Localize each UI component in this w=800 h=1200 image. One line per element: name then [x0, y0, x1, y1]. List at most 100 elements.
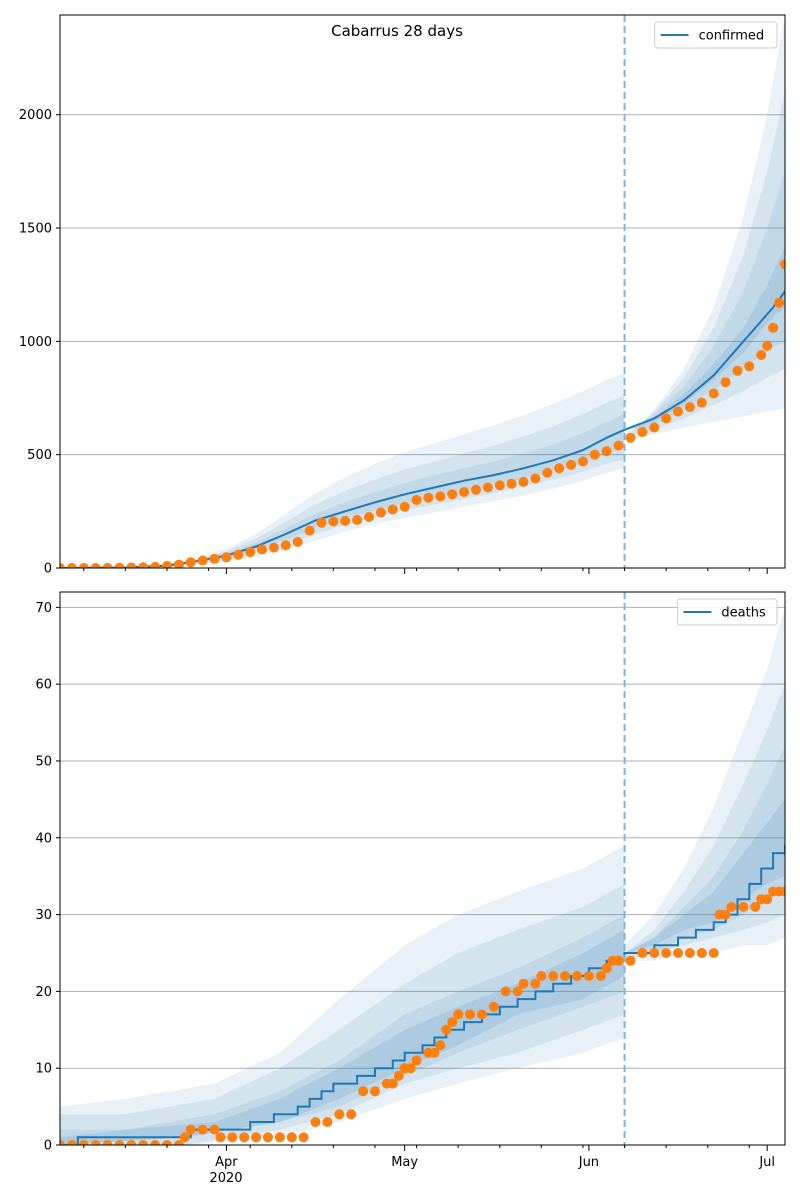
observed-point	[684, 402, 695, 413]
observed-point	[263, 1132, 273, 1143]
observed-point	[441, 1024, 452, 1035]
observed-point	[744, 361, 755, 372]
legend-box	[654, 21, 778, 49]
confirmed-panel: 0 500 1000 1500 2000 confirmed	[19, 14, 786, 577]
observed-point	[536, 971, 547, 981]
observed-point	[589, 449, 600, 460]
observed-point	[488, 1001, 499, 1012]
uncertainty-band	[60, 914, 625, 1145]
observed-point	[471, 484, 481, 495]
observed-point	[286, 1132, 297, 1143]
observed-point	[60, 1140, 65, 1145]
observed-point	[292, 536, 303, 547]
observed-point	[530, 473, 541, 484]
observed-point	[720, 909, 731, 920]
observed-point	[673, 406, 683, 417]
observed-point	[239, 1132, 250, 1143]
observed-point	[162, 1140, 172, 1145]
observed-point	[150, 1140, 161, 1145]
observed-point	[274, 1132, 285, 1143]
uncertainty-band	[624, 246, 785, 432]
observed-point	[387, 1078, 398, 1089]
observed-point	[316, 517, 327, 528]
observed-point	[554, 463, 565, 474]
y-tick-label: 500	[27, 448, 52, 463]
observed-point	[90, 1140, 101, 1145]
observed-point	[138, 562, 149, 568]
legend-label: deaths	[721, 606, 766, 621]
observed-point	[66, 1140, 77, 1145]
observed-point	[506, 478, 517, 489]
observed-point	[185, 1124, 196, 1135]
y-tick-label: 40	[35, 831, 52, 846]
uncertainty-band	[60, 845, 625, 1145]
observed-point	[60, 563, 65, 568]
observed-point	[696, 397, 707, 408]
y-tick-label: 60	[35, 678, 52, 693]
observed-point	[411, 495, 422, 505]
y-tick-label: 0	[44, 562, 52, 577]
observed-point	[102, 563, 113, 568]
observed-point	[518, 476, 529, 487]
observed-point	[601, 446, 612, 457]
uncertainty-band	[624, 15, 785, 442]
observed-point	[762, 340, 773, 351]
observed-point	[447, 1017, 458, 1028]
observed-point	[370, 1086, 380, 1097]
observed-point	[162, 561, 172, 568]
observed-point	[90, 563, 101, 568]
observed-point	[530, 978, 541, 989]
observed-point	[625, 955, 636, 966]
deaths-panel: 0 10 20 30 40 50 60 70 Apr May Jun Jul deaths	[35, 591, 786, 1170]
observed-point	[364, 512, 374, 522]
observed-point	[476, 1009, 487, 1020]
observed-point	[696, 948, 707, 958]
observed-point	[661, 413, 672, 424]
observed-point	[732, 365, 743, 376]
observed-point	[114, 562, 125, 568]
observed-point	[572, 971, 582, 981]
observed-point	[447, 489, 458, 500]
observed-point	[405, 1063, 416, 1074]
observed-point	[78, 563, 89, 568]
observed-point	[637, 427, 648, 437]
observed-point	[268, 542, 279, 553]
observed-point	[738, 901, 749, 912]
observed-point	[435, 1040, 446, 1051]
observed-point	[179, 1132, 190, 1143]
observed-point	[768, 322, 779, 333]
observed-point	[423, 492, 434, 503]
y-tick-label: 20	[35, 985, 52, 1000]
observed-point	[78, 1140, 89, 1145]
y-tick-label: 1500	[19, 222, 52, 237]
observed-point	[185, 557, 196, 568]
observed-point	[578, 456, 588, 467]
observed-point	[328, 516, 339, 527]
y-tick-label: 30	[35, 908, 52, 923]
observed-point	[227, 1132, 238, 1143]
observed-point	[340, 515, 351, 526]
x-tick-label: Jun	[578, 1155, 599, 1170]
observed-point	[375, 507, 386, 518]
x-axis-year-label: 2020	[209, 1171, 242, 1186]
uncertainty-band	[624, 684, 785, 961]
observed-point	[560, 971, 571, 981]
observed-point	[393, 1070, 404, 1081]
observed-point	[613, 440, 624, 451]
legend-label: confirmed	[699, 29, 765, 44]
legend-box	[676, 598, 778, 626]
observed-point	[518, 978, 529, 989]
observed-point	[233, 549, 244, 560]
plot-area	[60, 15, 785, 568]
observed-point	[114, 1140, 125, 1145]
observed-point	[251, 1132, 262, 1143]
observed-point	[197, 1124, 208, 1135]
observed-point	[720, 377, 731, 388]
y-tick-label: 1000	[19, 335, 52, 350]
observed-point	[726, 901, 737, 912]
observed-point	[649, 422, 660, 433]
model-line	[60, 290, 785, 568]
observed-point	[512, 986, 523, 997]
observed-point	[221, 552, 232, 563]
observed-point	[542, 467, 553, 478]
